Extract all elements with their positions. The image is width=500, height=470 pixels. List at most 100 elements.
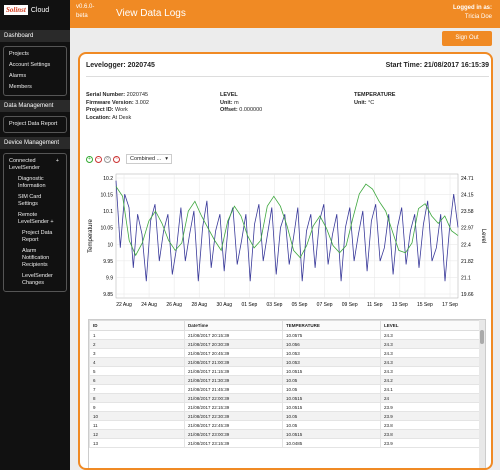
series-line-temperature <box>115 180 459 282</box>
sidebar-item-sim-card-settings[interactable]: SIM Card Settings <box>18 194 42 207</box>
table-cell: 21/08/2017 23:15:39 <box>184 438 283 448</box>
series-select[interactable]: Combined ... ▾ <box>126 154 172 164</box>
table-cell: 24.3 <box>380 357 481 367</box>
remote-levelsender-label: Remote LevelSender <box>18 212 49 225</box>
table-cell: 21/08/2017 20:45:39 <box>184 348 283 358</box>
table-row[interactable]: 3 21/08/2017 20:45:39 10.053 24.3 <box>89 348 481 358</box>
table-cell: 10.0485 <box>282 438 381 448</box>
zoom-out-icon[interactable]: − <box>95 155 102 163</box>
firmware-label: Firmware Version: <box>86 99 134 106</box>
scrollbar-thumb[interactable] <box>480 330 484 344</box>
table-row[interactable]: 6 21/08/2017 21:30:39 10.05 24.2 <box>89 375 481 385</box>
sidebar-item-account-settings[interactable]: Account Settings <box>9 62 51 68</box>
sidebar-item-levelsender-changes[interactable]: LevelSender Changes <box>22 273 53 286</box>
table-row[interactable]: 5 21/08/2017 21:15:39 10.0515 24.3 <box>89 366 481 376</box>
logged-in-info: Logged in as: Tricia Doe <box>453 4 492 22</box>
x-tick-label: 01 Sep <box>241 302 257 308</box>
table-cell: 5 <box>89 366 185 376</box>
table-row[interactable]: 10 21/08/2017 22:30:39 10.05 23.9 <box>89 411 481 421</box>
chart-line-icon[interactable]: ~ <box>113 155 120 163</box>
table-cell: 21/08/2017 22:00:39 <box>184 393 283 403</box>
table-row[interactable]: 12 21/08/2017 23:00:39 10.0515 23.8 <box>89 429 481 439</box>
y-right-tick-label: 21.1 <box>461 275 471 281</box>
table-cell: 8 <box>89 393 185 403</box>
table-row[interactable]: 7 21/08/2017 21:45:39 10.05 24.1 <box>89 384 481 394</box>
project-row: Project ID: Work <box>86 107 149 115</box>
temp-heading: TEMPERATURE <box>354 92 395 100</box>
table-cell: 23.8 <box>380 420 481 430</box>
sidebar-item-remote-project-data-report[interactable]: Project Data Report <box>22 230 53 243</box>
sidebar-section-data-management[interactable]: Data Management <box>0 100 70 112</box>
zoom-reset-icon[interactable]: ○ <box>104 155 111 163</box>
app-logo[interactable]: Solinst Cloud <box>4 5 49 15</box>
col-temperature[interactable]: TEMPERATURE <box>282 320 381 331</box>
table-row[interactable]: 11 21/08/2017 22:45:39 10.05 23.8 <box>89 420 481 430</box>
table-row[interactable]: 4 21/08/2017 21:00:39 10.053 24.3 <box>89 357 481 367</box>
x-tick-label: 28 Aug <box>191 302 207 308</box>
table-row[interactable]: 9 21/08/2017 22:15:39 10.0515 23.9 <box>89 402 481 412</box>
sidebar: Dashboard Projects Account Settings Alar… <box>0 28 70 470</box>
x-tick-label: 13 Sep <box>392 302 408 308</box>
sidebar-item-members[interactable]: Members <box>9 84 32 90</box>
table-cell: 21/08/2017 20:15:39 <box>184 330 283 340</box>
y-left-tick-label: 9.9 <box>106 275 113 281</box>
y-right-tick-label: 22.4 <box>461 242 471 248</box>
level-unit-row: Unit: m <box>220 100 262 108</box>
table-cell: 21/08/2017 21:00:39 <box>184 357 283 367</box>
table-row[interactable]: 13 21/08/2017 23:15:39 10.0485 23.9 <box>89 438 481 448</box>
panel-header: Levelogger: 2020745 Start Time: 21/08/20… <box>86 59 489 77</box>
sign-out-button[interactable]: Sign Out <box>442 31 492 46</box>
table-cell: 10.05 <box>282 411 381 421</box>
y-left-axis-label: Temperature <box>88 218 94 252</box>
expand-plus-icon[interactable]: + <box>50 219 54 225</box>
table-cell: 23.9 <box>380 411 481 421</box>
x-tick-label: 03 Sep <box>267 302 283 308</box>
table-cell: 4 <box>89 357 185 367</box>
sidebar-section-device-management[interactable]: Device Management <box>0 137 70 149</box>
sidebar-item-project-data-report[interactable]: Project Data Report <box>9 121 58 127</box>
table-cell: 10.0515 <box>282 402 381 412</box>
expand-plus-icon[interactable]: + <box>55 158 59 164</box>
zoom-in-icon[interactable]: + <box>86 155 93 163</box>
table-cell: 10.053 <box>282 348 381 358</box>
table-cell: 13 <box>89 438 185 448</box>
sidebar-item-projects[interactable]: Projects <box>9 51 29 57</box>
sidebar-item-connected-levelsender[interactable]: + Connected LevelSender <box>4 156 66 174</box>
chevron-down-icon: ▾ <box>165 156 168 162</box>
sidebar-item-alarm-notification-recipients[interactable]: Alarm Notification Recipients <box>22 248 50 268</box>
connected-levelsender-label: Connected LevelSender <box>9 158 40 171</box>
table-row[interactable]: 2 21/08/2017 20:30:39 10.056 24.3 <box>89 339 481 349</box>
logger-info-level: LEVEL Unit: m Offset: 0.000000 <box>220 92 262 115</box>
y-right-tick-label: 24.15 <box>461 193 474 199</box>
location-row: Location: At Desk <box>86 115 149 123</box>
serial-value: 2020745 <box>126 92 149 98</box>
version-label: v0.6.0-beta <box>76 4 95 19</box>
x-tick-label: 24 Aug <box>141 302 157 308</box>
temp-unit-label: Unit: <box>354 99 367 106</box>
x-tick-label: 11 Sep <box>367 302 383 308</box>
table-cell: 10.0515 <box>282 366 381 376</box>
sidebar-section-dashboard[interactable]: Dashboard <box>0 30 70 42</box>
user-name[interactable]: Tricia Doe <box>464 14 492 20</box>
chart-controls: + − ○ ~ Combined ... ▾ <box>86 154 172 164</box>
right-axis-ticks: 24.71 24.15 23.58 22.97 22.4 21.82 21.1 19.66 <box>461 176 474 298</box>
sidebar-group-dashboard: Projects Account Settings Alarms Members <box>3 46 67 96</box>
sidebar-item-diagnostic-information[interactable]: Diagnostic Information <box>18 176 46 189</box>
page-title: View Data Logs <box>116 8 186 19</box>
table-cell: 10.0515 <box>282 393 381 403</box>
table-cell: 10.0575 <box>282 330 381 340</box>
col-id[interactable]: ID <box>89 320 185 331</box>
x-tick-label: 17 Sep <box>442 302 458 308</box>
top-bar: Solinst Cloud v0.6.0-beta View Data Logs… <box>0 0 500 28</box>
temp-unit-value: °C <box>368 99 375 106</box>
col-level[interactable]: LEVEL <box>380 320 481 331</box>
x-axis-ticks: 22 Aug 24 Aug 26 Aug 28 Aug 30 Aug 01 Sep 03 S… <box>116 302 458 308</box>
col-datetime[interactable]: DateTime <box>184 320 283 331</box>
data-table-container[interactable]: ID DateTime TEMPERATURE LEVEL 1 21/08/201… <box>88 319 486 468</box>
table-row[interactable]: 8 21/08/2017 22:00:39 10.0515 24 <box>89 393 481 403</box>
sidebar-item-remote-levelsender[interactable]: Remote LevelSender + <box>4 210 66 228</box>
sidebar-item-alarms[interactable]: Alarms <box>9 73 27 79</box>
table-scrollbar[interactable] <box>479 320 485 468</box>
table-row[interactable]: 1 21/08/2017 20:15:39 10.0575 24.3 <box>89 330 481 340</box>
